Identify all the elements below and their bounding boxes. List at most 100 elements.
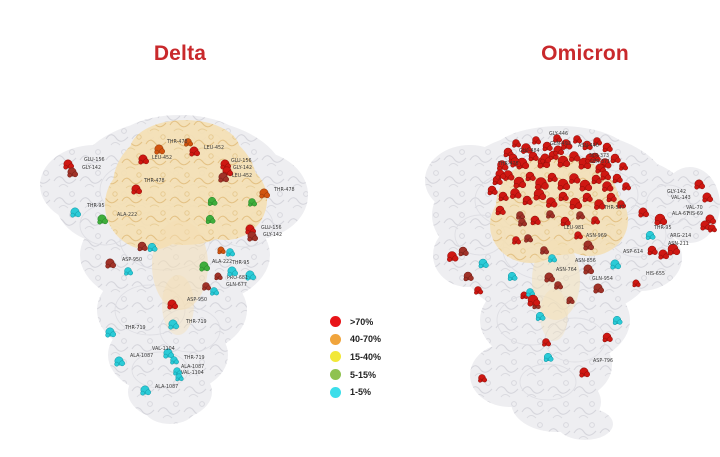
mutation-site-blob	[602, 181, 614, 192]
mutation-site-blob	[600, 170, 612, 181]
mutation-site-blob	[557, 155, 571, 168]
legend-color-dot	[330, 369, 341, 381]
residue-label: GLY-142	[233, 165, 252, 171]
mutation-site-blob	[137, 241, 148, 252]
mutation-site-blob	[583, 264, 595, 275]
mutation-site-blob	[543, 352, 554, 363]
residue-label: VAL-1104	[181, 370, 204, 376]
residue-label: THR-719	[185, 319, 207, 325]
mutation-site-blob	[557, 178, 571, 191]
mutation-site-blob	[512, 139, 522, 148]
mutation-site-blob	[528, 151, 539, 162]
mutation-site-blob	[553, 145, 565, 156]
mutation-site-blob	[622, 182, 632, 191]
mutation-site-blob	[574, 231, 583, 240]
omicron-title: Omicron	[541, 42, 629, 65]
residue-label: LEU-452	[232, 173, 252, 179]
mutation-site-blob	[535, 311, 546, 322]
mutation-site-blob	[569, 197, 583, 210]
mutation-site-blob	[602, 142, 613, 153]
mutation-site-blob	[245, 270, 257, 281]
delta-mutation-sites: GLU-156GLY-142THR-478LEU-452LEU-452GLU-1…	[63, 138, 295, 396]
mutation-site-blob	[547, 172, 558, 183]
mutation-site-blob	[495, 205, 506, 216]
residue-label: LEU-452	[204, 145, 224, 151]
mutation-site-blob	[546, 210, 556, 219]
residue-label: VAL-143	[671, 195, 691, 201]
residue-label: LEU-981	[564, 225, 584, 231]
mutation-site-blob	[593, 283, 605, 294]
legend-item-label: >70%	[350, 316, 374, 327]
mutation-site-blob	[542, 338, 552, 347]
legend-color-dot	[330, 316, 341, 328]
residue-label: THR-478	[497, 161, 519, 167]
mutation-site-blob	[527, 294, 541, 307]
residue-label: HIS-655	[646, 271, 665, 277]
mutation-site-blob	[105, 327, 117, 338]
mutation-site-blob	[205, 214, 216, 225]
mutation-site-blob	[569, 173, 581, 184]
mutation-site-blob	[606, 192, 617, 203]
residue-label: GLY-142	[263, 232, 282, 238]
mutation-site-blob	[202, 282, 212, 291]
legend-item: >70%	[330, 313, 381, 331]
mutation-site-blob	[579, 179, 593, 192]
mutation-site-blob	[248, 198, 258, 207]
mutation-site-blob	[542, 141, 553, 152]
residue-label: THR-478	[273, 187, 295, 193]
mutation-site-blob	[247, 231, 259, 242]
legend-color-dot	[330, 333, 341, 345]
mutation-site-blob	[487, 185, 498, 196]
mutation-site-blob	[507, 271, 518, 282]
mutation-site-blob	[227, 266, 239, 277]
mutation-site-blob	[492, 175, 503, 186]
residue-label: LEU-452	[152, 155, 172, 161]
mutation-site-blob	[554, 281, 564, 290]
residue-label: THR-95	[231, 260, 250, 266]
mutation-site-blob	[170, 356, 179, 365]
mutation-site-blob	[560, 216, 571, 227]
mutation-site-blob	[582, 192, 593, 203]
mutation-site-blob	[207, 196, 218, 207]
omicron-mutation-sites: GLY-446 GLN-493 ASN-440 GLU-484 SER-373SER-3…	[447, 131, 717, 383]
legend-item-label: 40-70%	[350, 334, 382, 345]
mutation-site-blob	[97, 214, 109, 225]
mutation-site-blob	[70, 207, 82, 218]
mutation-site-blob	[591, 216, 601, 225]
mutation-site-blob	[140, 385, 152, 396]
mutation-site-blob	[617, 200, 627, 209]
mutation-site-blob	[612, 315, 623, 326]
mutation-site-blob	[168, 319, 180, 330]
legend-item: 15-40%	[330, 348, 381, 366]
mutation-site-blob	[513, 176, 527, 189]
mutation-site-blob	[638, 207, 650, 218]
residue-label: ARG-214	[670, 233, 691, 239]
mutation-site-blob	[582, 140, 593, 151]
mutation-site-blob	[163, 348, 175, 359]
mutation-site-blob	[532, 136, 542, 145]
mutation-site-blob	[610, 259, 622, 270]
residue-label: GLN-677	[226, 282, 247, 288]
residue-label: THR-547	[603, 205, 625, 211]
mutation-site-blob	[497, 160, 509, 171]
mutation-site-blob	[612, 173, 623, 184]
omicron-structure: GLY-446 GLN-493 ASN-440 GLU-484 SER-373SER-3…	[425, 126, 720, 440]
mutation-site-blob	[540, 246, 550, 255]
mutation-site-blob	[654, 213, 668, 226]
residue-label: ALA-222	[212, 259, 232, 265]
legend-color-dot	[330, 386, 341, 398]
mutation-site-blob	[619, 162, 629, 171]
mutation-site-blob	[602, 332, 613, 343]
residue-label: ALA-222	[117, 212, 137, 218]
delta-title: Delta	[153, 42, 207, 65]
residue-label: VAL-70	[686, 205, 703, 211]
mutation-site-blob	[175, 373, 184, 382]
mutation-site-blob	[702, 192, 714, 203]
mutation-site-blob	[478, 374, 488, 383]
mutation-site-blob	[708, 224, 717, 233]
residue-label: SER-371	[590, 159, 610, 165]
mutation-site-blob	[495, 169, 507, 180]
residue-label: GLU-156	[231, 158, 252, 164]
residue-label: GLU-484	[519, 148, 540, 154]
